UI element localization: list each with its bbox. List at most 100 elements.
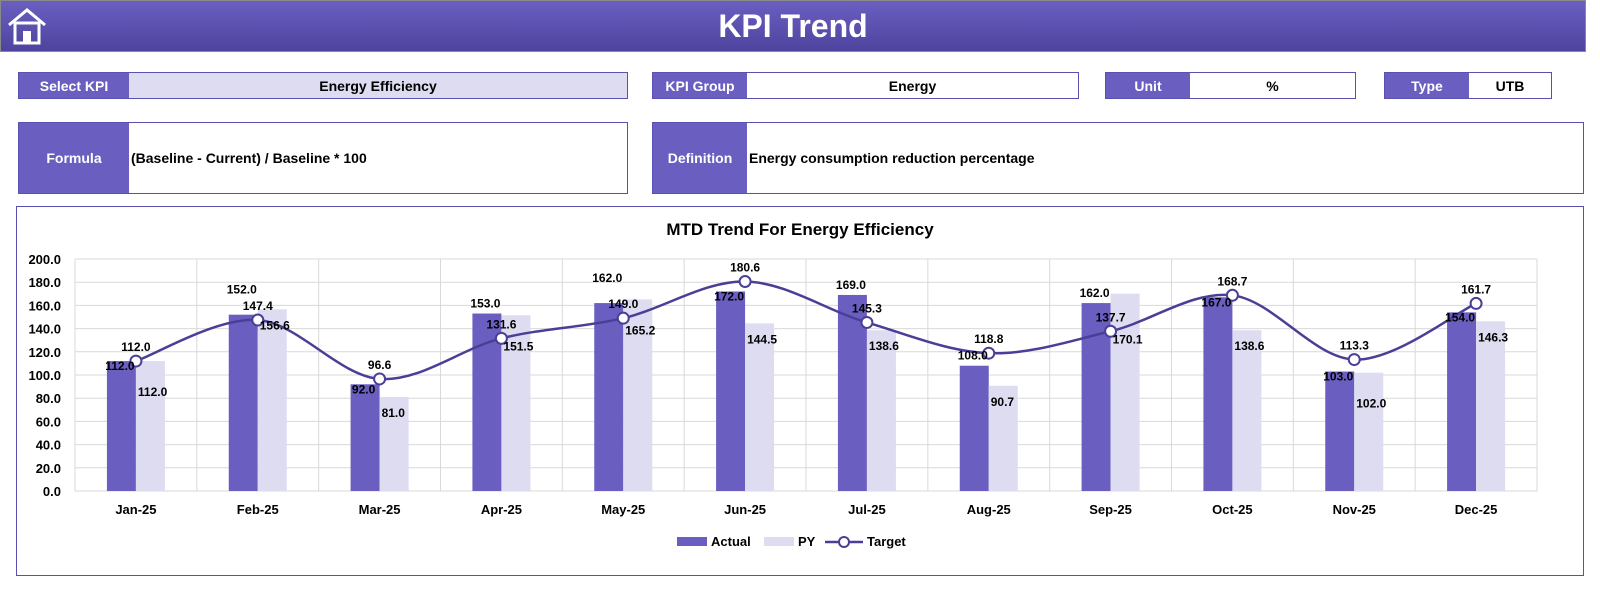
legend-actual: Actual xyxy=(711,534,751,549)
kpi-group-value: Energy xyxy=(888,77,937,94)
label-py: 90.7 xyxy=(991,395,1015,409)
target-marker xyxy=(1225,288,1239,302)
target-marker xyxy=(129,354,143,368)
label-actual: 172.0 xyxy=(714,289,744,303)
label-actual: 152.0 xyxy=(227,283,257,297)
label-py: 156.6 xyxy=(260,318,290,332)
select-kpi-dropdown[interactable]: Energy Efficiency xyxy=(129,73,627,98)
x-tick-label: Nov-25 xyxy=(1333,502,1376,517)
y-tick-label: 20.0 xyxy=(36,461,61,476)
target-marker xyxy=(860,315,874,329)
target-marker xyxy=(982,346,996,360)
label-py: 165.2 xyxy=(625,323,655,337)
legend-target-marker xyxy=(838,536,850,548)
label-py: 138.6 xyxy=(1234,339,1264,353)
label-target: 112.0 xyxy=(121,340,151,354)
home-icon[interactable] xyxy=(7,7,47,45)
page-title: KPI Trend xyxy=(718,8,868,44)
label-py: 146.3 xyxy=(1478,330,1508,344)
label-py: 144.5 xyxy=(747,332,777,346)
bar-py xyxy=(501,315,531,491)
bar-py xyxy=(257,309,287,491)
label-target: 118.8 xyxy=(974,332,1004,346)
y-tick-label: 180.0 xyxy=(28,275,61,290)
bar-actual xyxy=(959,365,989,491)
unit-label: Unit xyxy=(1106,73,1190,98)
formula-field: Formula (Baseline - Current) / Baseline … xyxy=(18,122,628,194)
x-tick-label: Jul-25 xyxy=(848,502,886,517)
y-tick-label: 140.0 xyxy=(28,322,61,337)
definition-field: Definition Energy consumption reduction … xyxy=(652,122,1584,194)
unit-field: Unit % xyxy=(1105,72,1356,99)
chart-title: MTD Trend For Energy Efficiency xyxy=(666,220,934,239)
label-target: 180.6 xyxy=(730,261,760,275)
x-tick-label: Aug-25 xyxy=(967,502,1011,517)
legend-py: PY xyxy=(798,534,816,549)
label-actual: 154.0 xyxy=(1445,310,1475,324)
y-tick-label: 60.0 xyxy=(36,414,61,429)
label-actual: 112.0 xyxy=(105,359,135,373)
unit-value: % xyxy=(1266,77,1279,94)
y-tick-label: 100.0 xyxy=(28,368,61,383)
bar-actual xyxy=(228,314,258,491)
type-value: UTB xyxy=(1495,77,1525,94)
label-target: 168.7 xyxy=(1217,274,1247,288)
label-py: 138.6 xyxy=(869,339,899,353)
select-kpi-field: Select KPI Energy Efficiency xyxy=(18,72,628,99)
target-marker xyxy=(738,275,752,289)
label-target: 145.3 xyxy=(852,301,882,315)
bar-py xyxy=(1476,321,1506,491)
target-marker xyxy=(616,311,630,325)
label-target: 147.4 xyxy=(243,299,273,313)
label-actual: 162.0 xyxy=(592,271,622,285)
label-target: 149.0 xyxy=(608,297,638,311)
definition-value: Energy consumption reduction percentage xyxy=(749,150,1035,166)
x-tick-label: Apr-25 xyxy=(481,502,522,517)
bar-py xyxy=(135,361,165,491)
label-py: 102.0 xyxy=(1356,397,1386,411)
target-marker xyxy=(251,313,265,327)
bar-actual xyxy=(594,303,624,491)
bar-py xyxy=(988,385,1018,491)
select-kpi-label: Select KPI xyxy=(19,73,129,98)
header-bar: KPI Trend xyxy=(0,0,1586,52)
kpi-group-label: KPI Group xyxy=(653,73,747,98)
legend-py-swatch xyxy=(764,537,794,546)
formula-label: Formula xyxy=(19,123,129,193)
bar-py xyxy=(866,330,896,491)
bar-actual xyxy=(1203,297,1233,491)
label-target: 96.6 xyxy=(368,358,392,372)
y-tick-label: 160.0 xyxy=(28,298,61,313)
bar-actual xyxy=(1447,312,1477,491)
target-marker xyxy=(494,331,508,345)
y-tick-label: 40.0 xyxy=(36,438,61,453)
y-tick-label: 120.0 xyxy=(28,345,61,360)
label-actual: 167.0 xyxy=(1201,295,1231,309)
label-actual: 169.0 xyxy=(836,278,866,292)
target-line xyxy=(135,280,1477,381)
target-marker xyxy=(373,372,387,386)
target-marker xyxy=(1347,353,1361,367)
bar-py xyxy=(1354,372,1384,491)
bar-py xyxy=(1232,330,1262,491)
label-actual: 103.0 xyxy=(1323,370,1353,384)
bar-actual xyxy=(716,291,746,491)
x-tick-label: May-25 xyxy=(601,502,645,517)
label-target: 161.7 xyxy=(1461,282,1491,296)
y-tick-label: 80.0 xyxy=(36,391,61,406)
y-tick-label: 0.0 xyxy=(43,484,61,499)
x-tick-label: Jan-25 xyxy=(115,502,156,517)
x-tick-label: Feb-25 xyxy=(237,502,279,517)
bar-py xyxy=(745,323,775,491)
x-tick-label: Jun-25 xyxy=(724,502,766,517)
label-py: 170.1 xyxy=(1113,333,1143,347)
label-py: 151.5 xyxy=(503,339,533,353)
label-py: 81.0 xyxy=(382,406,406,420)
label-actual: 108.0 xyxy=(958,349,988,363)
chart-panel: MTD Trend For Energy Efficiency 0.0 20.0 4… xyxy=(16,206,1584,576)
trend-chart: MTD Trend For Energy Efficiency 0.0 20.0 4… xyxy=(28,220,1538,549)
target-marker xyxy=(1469,296,1483,310)
x-tick-label: Oct-25 xyxy=(1212,502,1252,517)
label-target: 131.6 xyxy=(486,317,516,331)
legend: Actual PY Target xyxy=(677,534,906,549)
